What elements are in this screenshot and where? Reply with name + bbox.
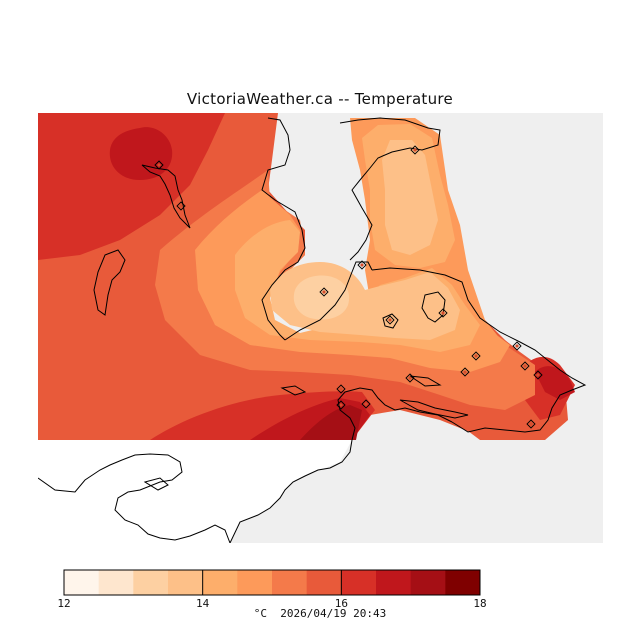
colorbar-tick-label: 12: [57, 597, 70, 610]
station-marker-fill: [529, 422, 533, 426]
station-marker: [526, 419, 536, 429]
eastern-peninsula-coast: [339, 117, 441, 261]
station-marker: [336, 384, 346, 394]
colorbar-swatch: [376, 570, 412, 595]
station-marker-fill: [413, 148, 417, 152]
station-marker: [357, 260, 367, 270]
coastlines: [38, 117, 587, 543]
station-marker-fill: [408, 376, 412, 380]
colorbar-border: [63, 569, 481, 596]
station-marker-fill: [523, 364, 527, 368]
unit-label: °C: [253, 607, 268, 620]
station-marker: [471, 351, 481, 361]
islet-spit: [280, 385, 307, 396]
temperature-field: [38, 113, 575, 440]
station-marker-fill: [388, 318, 392, 322]
station-marker-fill: [157, 163, 161, 167]
colorbar-swatch: [98, 570, 134, 595]
station-marker: [336, 400, 346, 410]
colorbar-swatch: [410, 570, 446, 595]
colorbar-swatch: [341, 570, 377, 595]
station-marker: [319, 287, 329, 297]
station-marker: [438, 308, 448, 318]
colorbar-swatch: [202, 570, 238, 595]
islets-mid: [399, 399, 469, 419]
band-17-18-east: [535, 366, 575, 400]
lake-a: [421, 291, 446, 323]
station-marker: [405, 373, 415, 383]
band-coldest: [293, 275, 350, 320]
station-marker-fill: [360, 263, 364, 267]
colorbar-swatch: [306, 570, 342, 595]
colorbar-swatch: [168, 570, 204, 595]
bay-east: [337, 387, 453, 441]
station-marker-fill: [463, 370, 467, 374]
southern-land-east: [230, 440, 603, 543]
station-marker-fill: [364, 402, 368, 406]
southern-land-coast: [38, 453, 231, 543]
station-marker: [533, 370, 543, 380]
colorbar-swatch: [237, 570, 273, 595]
station-marker-fill: [339, 403, 343, 407]
colorbar-tick-label: 16: [335, 597, 348, 610]
station-marker-fill: [179, 204, 183, 208]
colorbar-tick-label: 18: [473, 597, 486, 610]
lake-b: [382, 313, 399, 329]
station-marker: [520, 361, 530, 371]
southern-land-no-data: [38, 440, 352, 543]
weather-stations: [154, 145, 543, 429]
station-marker-fill: [339, 387, 343, 391]
southern-islet: [143, 477, 169, 491]
station-marker: [460, 367, 470, 377]
peninsula-coast-north: [261, 117, 306, 341]
station-marker: [385, 315, 395, 325]
station-marker: [410, 145, 420, 155]
station-marker-fill: [322, 290, 326, 294]
station-marker: [512, 341, 522, 351]
station-marker-fill: [536, 373, 540, 377]
colorbar-swatch: [64, 570, 100, 595]
small-island-west: [93, 249, 126, 316]
colorbar-swatch: [133, 570, 169, 595]
southern-land-coast-east: [229, 439, 353, 543]
islet-south: [409, 375, 442, 387]
inlet-coast: [284, 261, 373, 341]
band-16-17-west: [38, 113, 225, 260]
colorbar-ticks: 12 14 16 18: [57, 570, 487, 610]
station-marker: [361, 399, 371, 409]
timestamp: 2026/04/19 20:43: [280, 607, 387, 620]
band-18-south: [300, 405, 362, 440]
station-marker-fill: [474, 354, 478, 358]
station-marker: [154, 160, 164, 170]
southern-coast-of-peninsula: [371, 267, 587, 433]
island-coastline-west: [141, 164, 191, 229]
map-title: VictoriaWeather.ca -- Temperature: [186, 90, 454, 108]
station-marker: [176, 201, 186, 211]
colorbar-swatch: [445, 570, 481, 595]
colorbar-tick-label: 14: [196, 597, 210, 610]
station-marker-fill: [441, 311, 445, 315]
colorbar-caption: °C 2026/04/19 20:43: [0, 607, 640, 620]
colorbar-swatch: [272, 570, 308, 595]
station-marker-fill: [515, 344, 519, 348]
colorbar-swatches: [64, 570, 481, 595]
